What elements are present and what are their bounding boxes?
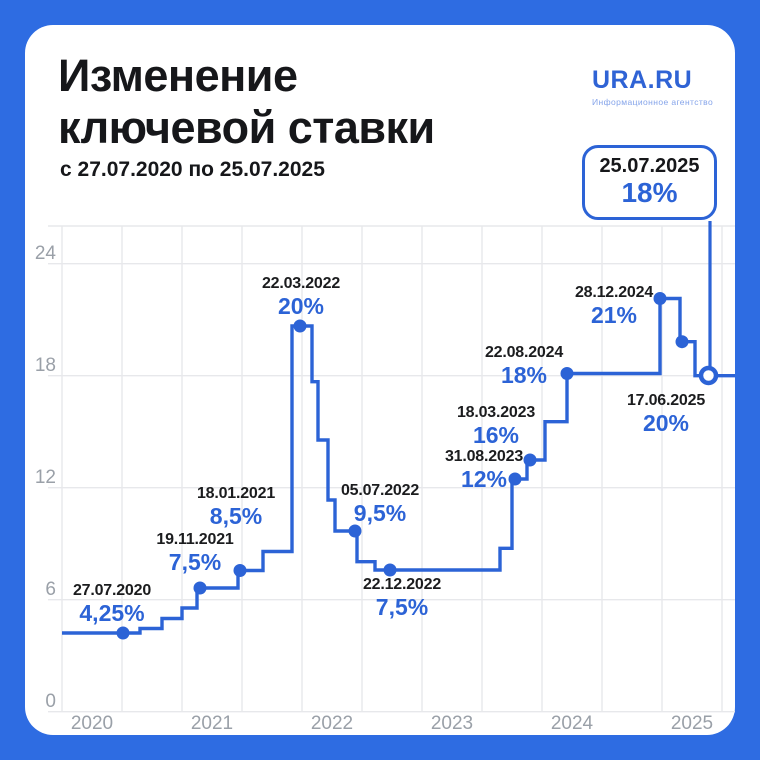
data-point-dot [348, 524, 362, 538]
annotation-2024-08-22: 22.08.2024 18% [485, 344, 563, 388]
x-tick-2021: 2021 [190, 713, 234, 734]
data-point-dot [293, 319, 307, 333]
annotation-2020-07-27: 27.07.2020 4,25% [73, 582, 151, 626]
ura-ru-logo: URA.RU Информационное агентство [592, 66, 713, 107]
y-tick-0: 0 [45, 691, 56, 712]
title-line-2: ключевой ставки [58, 102, 435, 153]
annotation-date: 05.07.2022 [340, 482, 420, 499]
annotation-value: 20% [642, 410, 690, 436]
data-point-dot [560, 367, 574, 380]
page-title: Изменение ключевой ставки [58, 50, 435, 154]
annotation-value: 16% [472, 422, 520, 448]
annotation-2022-12-22: 22.12.2022 7,5% [363, 576, 441, 620]
callout-date: 25.07.2025 [599, 155, 700, 177]
title-line-1: Изменение [58, 50, 298, 101]
annotation-2023-03-18: 18.03.2023 16% [457, 404, 535, 448]
data-point-dot [116, 626, 130, 640]
x-tick-2025: 2025 [670, 713, 714, 734]
annotation-date: 31.08.2023 [444, 448, 524, 465]
annotation-date: 18.01.2021 [196, 485, 276, 502]
y-tick-18: 18 [34, 355, 56, 376]
annotation-2021-11-19: 19.11.2021 7,5% [156, 531, 233, 575]
data-point-dot [233, 564, 247, 577]
logo-tagline: Информационное агентство [592, 97, 714, 107]
y-tick-24: 24 [34, 243, 56, 264]
annotation-2022-07-05: 05.07.2022 9,5% [341, 482, 419, 526]
callout-value: 18% [621, 177, 678, 208]
annotation-value: 21% [590, 302, 638, 328]
x-tick-2020: 2020 [70, 713, 114, 734]
data-point-dot [193, 581, 207, 595]
annotation-date: 22.08.2024 [484, 344, 564, 361]
data-point-dot [675, 335, 689, 349]
annotation-2022-03-22: 22.03.2022 20% [262, 275, 340, 319]
annotation-2021-01-18: 18.01.2021 8,5% [197, 485, 275, 529]
annotation-date: 27.07.2020 [72, 582, 152, 599]
annotation-value: 7,5% [375, 594, 429, 620]
data-point-dot [508, 472, 522, 486]
latest-rate-callout: 25.07.2025 18% [582, 145, 717, 220]
annotation-date: 22.12.2022 [362, 576, 442, 593]
logo-wordmark: URA.RU [592, 66, 693, 94]
key-rate-step-line [62, 296, 735, 635]
x-tick-2022: 2022 [310, 713, 354, 734]
page-subtitle: с 27.07.2020 по 25.07.2025 [60, 158, 325, 181]
x-tick-2023: 2023 [430, 713, 474, 734]
end-point-open-circle [698, 365, 719, 386]
x-tick-2024: 2024 [550, 713, 594, 734]
annotation-2024-12-28: 28.12.2024 21% [575, 284, 653, 328]
data-point-dot [523, 453, 537, 467]
annotation-date: 19.11.2021 [156, 531, 234, 548]
data-point-dot [653, 292, 667, 305]
annotation-date: 28.12.2024 [574, 284, 654, 301]
annotation-value: 20% [277, 293, 325, 319]
y-tick-12: 12 [34, 467, 56, 488]
annotation-value: 7,5% [168, 549, 222, 575]
y-tick-6: 6 [45, 579, 56, 600]
annotation-value: 4,25% [79, 600, 145, 626]
annotation-value: 18% [500, 362, 548, 388]
annotation-date: 18.03.2023 [456, 404, 536, 421]
annotation-2025-06-17: 17.06.2025 20% [627, 392, 705, 436]
annotation-date: 22.03.2022 [261, 275, 341, 292]
data-point-dot [383, 563, 397, 577]
annotation-2023-08-31: 31.08.2023 12% [445, 448, 523, 492]
chart-card [25, 25, 735, 735]
annotation-value: 12% [460, 466, 508, 492]
annotation-date: 17.06.2025 [626, 392, 706, 409]
annotation-value: 9,5% [353, 500, 407, 526]
annotation-value: 8,5% [209, 503, 263, 529]
